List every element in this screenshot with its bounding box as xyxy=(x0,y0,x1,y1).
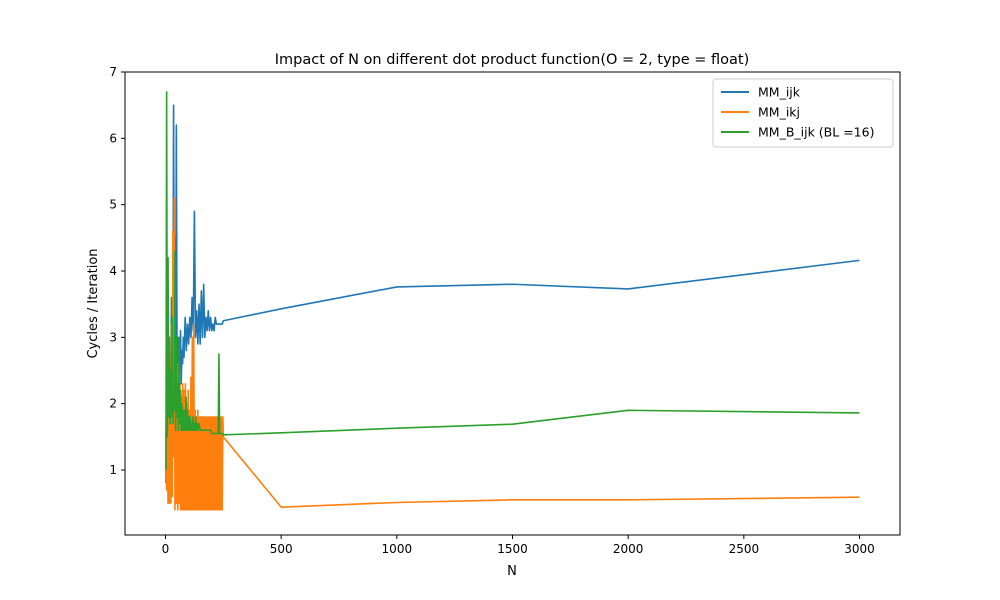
legend: MM_ijk MM_ikj MM_B_ijk (BL =16) xyxy=(712,78,894,148)
y-axis: 1 2 3 4 5 6 7 xyxy=(109,65,125,477)
x-tick-label: 3000 xyxy=(844,542,875,556)
x-tick-label: 2000 xyxy=(613,542,644,556)
x-tick-label: 500 xyxy=(270,542,293,556)
x-tick-label: 0 xyxy=(162,542,170,556)
x-axis: 0 500 1000 1500 2000 2500 3000 xyxy=(162,535,875,556)
series-line-1 xyxy=(165,104,860,484)
x-axis-label: N xyxy=(507,564,517,579)
plot-background xyxy=(125,72,900,535)
y-tick-label: 5 xyxy=(109,198,117,212)
legend-box xyxy=(712,78,894,148)
x-tick-label: 2500 xyxy=(729,542,760,556)
chart-title: Impact of N on different dot product fun… xyxy=(275,52,750,68)
y-tick-label: 1 xyxy=(109,463,117,477)
y-tick-label: 4 xyxy=(109,264,117,278)
y-tick-label: 2 xyxy=(109,397,117,411)
series-layer xyxy=(165,91,860,511)
x-tick-label: 1500 xyxy=(497,542,528,556)
x-tick-label: 1000 xyxy=(382,542,413,556)
legend-label: MM_B_ijk (BL =16) xyxy=(758,125,874,140)
series-line-3 xyxy=(165,91,860,470)
y-axis-label: Cycles / Iteration xyxy=(86,248,101,358)
y-tick-label: 7 xyxy=(109,65,117,79)
legend-label: MM_ikj xyxy=(758,105,800,120)
y-tick-label: 6 xyxy=(109,131,117,145)
legend-label: MM_ijk xyxy=(758,85,801,100)
y-tick-label: 3 xyxy=(109,330,117,344)
